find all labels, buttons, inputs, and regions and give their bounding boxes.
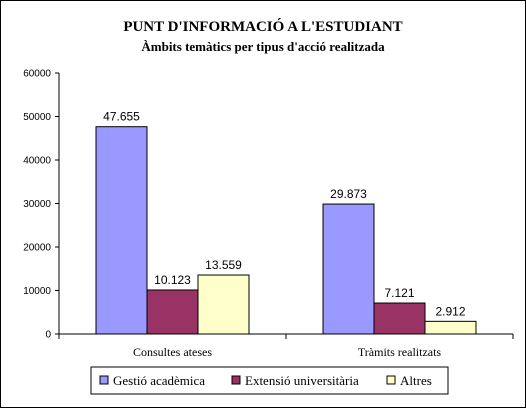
x-category-label: Consultes ateses: [133, 345, 212, 359]
legend-swatch: [99, 375, 109, 385]
legend-label: Gestió acadèmica: [113, 373, 205, 388]
x-axis: Consultes ateses Tràmits realitzats: [58, 333, 514, 359]
data-label: 10.123: [154, 273, 191, 287]
y-tick-label: 40000: [23, 156, 51, 167]
legend-swatch: [231, 375, 241, 385]
bar: [322, 203, 375, 335]
y-tick-label: 0: [45, 330, 51, 341]
data-label: 47.655: [103, 110, 140, 124]
bar: [197, 274, 250, 335]
data-label: 29.873: [330, 187, 367, 201]
legend-label: Extensió universitària: [245, 373, 359, 388]
bar: [424, 320, 477, 335]
bar: [95, 126, 148, 335]
legend-swatch: [386, 375, 396, 385]
data-label: 2.912: [435, 304, 465, 318]
chart-title: PUNT D'INFORMACIÓ A L'ESTUDIANT: [123, 18, 402, 35]
bar: [146, 289, 199, 335]
y-tick-label: 30000: [23, 199, 51, 210]
legend-label: Altres: [400, 373, 432, 388]
data-label: 7.121: [384, 286, 414, 300]
y-tick-label: 60000: [23, 69, 51, 80]
x-category-label: Tràmits realitzats: [358, 345, 442, 359]
y-tick-label: 20000: [23, 243, 51, 254]
chart-subtitle: Àmbits temàtics per tipus d'acció realit…: [141, 39, 385, 54]
bar: [373, 302, 426, 335]
y-tick-label: 50000: [23, 112, 51, 123]
y-axis: 0 10000 20000 30000 40000 50000 60000: [23, 69, 60, 341]
bars: 47.655 10.123 13.559 29.873 7.121 2.912: [95, 110, 477, 335]
legend: Gestió acadèmica Extensió universitària Al…: [90, 366, 449, 395]
data-label: 13.559: [205, 258, 242, 272]
y-tick-label: 10000: [23, 286, 51, 297]
